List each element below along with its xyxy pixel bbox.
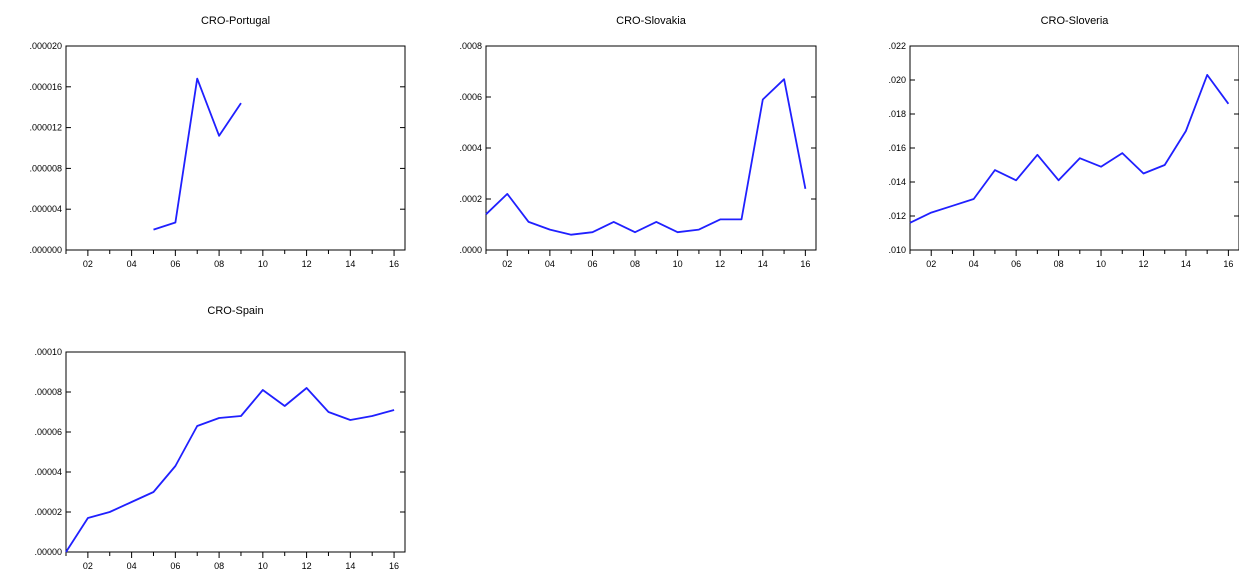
x-tick-label: 02 <box>83 259 93 269</box>
x-tick-label: 06 <box>170 561 180 571</box>
x-tick-label: 08 <box>214 561 224 571</box>
y-tick-label: .0008 <box>459 41 482 51</box>
plot-frame <box>65 45 406 251</box>
x-tick-label: 14 <box>1181 259 1191 269</box>
x-tick-label: 04 <box>127 561 137 571</box>
y-tick-label: .00006 <box>34 427 62 437</box>
y-tick-label: .0002 <box>459 194 482 204</box>
x-tick-label: 06 <box>587 259 597 269</box>
x-tick-label: 16 <box>1223 259 1233 269</box>
x-tick-label: 14 <box>345 561 355 571</box>
y-tick-label: .000020 <box>29 41 62 51</box>
x-tick-label: 02 <box>502 259 512 269</box>
chart-title: CRO-Slovakia <box>616 15 687 27</box>
x-tick-label: 08 <box>1054 259 1064 269</box>
chart-panel-slovakia: CRO-Slovakia .0000 .0002 .0004 .0006 .0008 02 0… <box>410 0 820 290</box>
chart-title: CRO-Portugal <box>201 15 270 27</box>
y-tick-label: .020 <box>888 75 906 85</box>
plot-frame <box>485 45 817 251</box>
x-tick-label: 12 <box>1138 259 1148 269</box>
x-tick-label: 16 <box>800 259 810 269</box>
y-tick-label: .00010 <box>34 347 62 357</box>
chart-title: CRO-Spain <box>207 305 263 317</box>
x-tick-label: 16 <box>389 561 399 571</box>
chart-portugal: CRO-Portugal .000000 .000004 .000008 .000012… <box>29 15 406 269</box>
y-tick-label: .00008 <box>34 387 62 397</box>
x-tick-label: 06 <box>170 259 180 269</box>
plot-frame <box>65 351 406 553</box>
y-tick-label: .022 <box>888 41 906 51</box>
x-tick-label: 04 <box>969 259 979 269</box>
x-tick-label: 10 <box>1096 259 1106 269</box>
y-tick-label: .0004 <box>459 143 482 153</box>
y-tick-label: .00002 <box>34 507 62 517</box>
x-tick-label: 10 <box>258 259 268 269</box>
x-tick-label: 04 <box>127 259 137 269</box>
y-tick-label: .0000 <box>459 245 482 255</box>
chart-slovakia: CRO-Slovakia .0000 .0002 .0004 .0006 .0008 02 0… <box>459 15 817 269</box>
x-tick-label: 04 <box>545 259 555 269</box>
y-tick-label: .000008 <box>29 163 62 173</box>
x-tick-label: 08 <box>214 259 224 269</box>
x-tick-label: 02 <box>83 561 93 571</box>
x-tick-label: 14 <box>345 259 355 269</box>
series-line <box>153 77 242 231</box>
x-tick-label: 12 <box>715 259 725 269</box>
y-tick-label: .014 <box>888 177 906 187</box>
x-tick-label: 12 <box>302 561 312 571</box>
chart-slovenia: CRO-Sloveria .010 .012 .014 .016 .018 .020 .022… <box>888 15 1239 269</box>
y-tick-label: .000016 <box>29 82 62 92</box>
plot-frame <box>909 45 1239 251</box>
series-line <box>909 74 1230 224</box>
x-tick-label: 08 <box>630 259 640 269</box>
x-tick-label: 14 <box>758 259 768 269</box>
x-tick-label: 06 <box>1011 259 1021 269</box>
x-tick-label: 12 <box>302 259 312 269</box>
y-tick-label: .012 <box>888 211 906 221</box>
y-tick-label: .000012 <box>29 123 62 133</box>
chart-spain: CRO-Spain .00000 .00002 .00004 .00006 .00008.… <box>34 305 406 571</box>
y-tick-label: .0006 <box>459 92 482 102</box>
y-tick-label: .00000 <box>34 547 62 557</box>
chart-panel-spain: CRO-Spain .00000 .00002 .00004 .00006 .00008.… <box>0 290 410 573</box>
y-tick-label: .000000 <box>29 245 62 255</box>
series-line <box>485 78 807 236</box>
y-tick-label: .016 <box>888 143 906 153</box>
chart-panel-slovenia: CRO-Sloveria .010 .012 .014 .016 .018 .020 .022… <box>820 0 1239 290</box>
y-tick-label: .018 <box>888 109 906 119</box>
y-tick-label: .010 <box>888 245 906 255</box>
x-tick-label: 10 <box>673 259 683 269</box>
x-tick-label: 16 <box>389 259 399 269</box>
x-tick-label: 02 <box>926 259 936 269</box>
chart-panel-portugal: CRO-Portugal .000000 .000004 .000008 .000012… <box>0 0 410 290</box>
y-tick-label: .000004 <box>29 204 62 214</box>
y-tick-label: .00004 <box>34 467 62 477</box>
series-line <box>65 387 395 553</box>
chart-title: CRO-Sloveria <box>1041 15 1110 27</box>
x-tick-label: 10 <box>258 561 268 571</box>
